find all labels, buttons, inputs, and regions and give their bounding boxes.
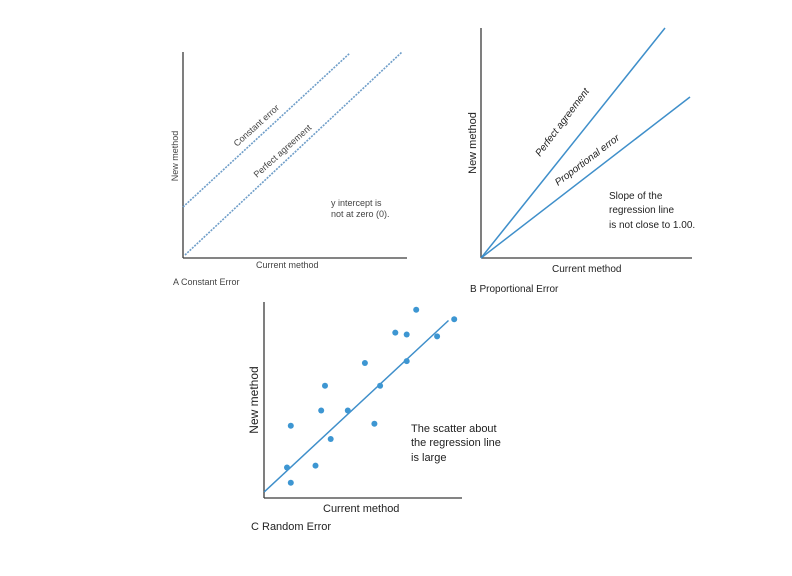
panel-a-perfect-agreement-label: Perfect agreement bbox=[252, 122, 314, 179]
scatter-point-13 bbox=[403, 331, 410, 338]
panel-c-note-line3: is large bbox=[411, 452, 446, 464]
scatter-point-12 bbox=[392, 329, 399, 336]
panel-c-x-axis-label: Current method bbox=[323, 503, 399, 515]
panel-b-x-axis-label: Current method bbox=[552, 264, 621, 275]
panel-b-proportional-error-line bbox=[480, 96, 691, 259]
panel-b: Perfect agreement Proportional error Slo… bbox=[467, 27, 695, 295]
panel-a-caption: A Constant Error bbox=[173, 277, 240, 287]
scatter-point-2 bbox=[287, 479, 294, 486]
panel-a-perfect-agreement-line bbox=[184, 51, 403, 256]
scatter-point-6 bbox=[322, 382, 328, 389]
panel-c-regression-line bbox=[263, 319, 450, 493]
scatter-point-14 bbox=[403, 358, 410, 365]
panel-a-x-axis-label: Current method bbox=[256, 260, 319, 270]
scatter-point-4 bbox=[312, 462, 319, 469]
panel-a-y-axis-label: New method bbox=[170, 131, 180, 182]
panel-a-note-line2: not at zero (0). bbox=[331, 209, 390, 219]
panel-a-constant-error-line bbox=[182, 52, 351, 208]
panel-b-note-line3: is not close to 1.00. bbox=[609, 220, 695, 231]
panel-b-note-line1: Slope of the bbox=[609, 191, 663, 202]
scatter-point-8 bbox=[344, 407, 351, 414]
scatter-point-9 bbox=[361, 360, 368, 366]
scatter-point-5 bbox=[318, 407, 325, 414]
scatter-point-15 bbox=[413, 306, 420, 313]
panel-b-note-line2: regression line bbox=[609, 205, 674, 216]
panel-c-caption: C Random Error bbox=[251, 521, 331, 533]
panel-a-note-line1: y intercept is bbox=[331, 198, 382, 208]
scatter-point-17 bbox=[451, 316, 458, 323]
scatter-point-7 bbox=[327, 436, 334, 442]
panel-c-scatter-points bbox=[284, 306, 458, 486]
panel-b-perfect-agreement-label: Perfect agreement bbox=[534, 86, 593, 159]
panel-a: Constant error Perfect agreement y inter… bbox=[170, 51, 407, 287]
panel-c: The scatter about the regression line is… bbox=[247, 302, 501, 533]
panel-c-note-line2: the regression line bbox=[411, 437, 501, 449]
panel-b-y-axis-label: New method bbox=[467, 112, 479, 174]
panel-a-constant-error-label: Constant error bbox=[232, 103, 281, 149]
scatter-point-16 bbox=[434, 333, 441, 340]
panel-b-perfect-agreement-line bbox=[480, 27, 666, 259]
scatter-point-10 bbox=[371, 420, 378, 427]
panel-c-note-line1: The scatter about bbox=[411, 423, 497, 435]
panel-b-caption: B Proportional Error bbox=[470, 284, 559, 295]
scatter-point-3 bbox=[287, 422, 294, 429]
panel-b-proportional-error-label: Proportional error bbox=[553, 132, 622, 188]
scatter-point-11 bbox=[377, 382, 384, 389]
scatter-point-1 bbox=[284, 464, 290, 471]
panel-c-y-axis-label: New method bbox=[247, 366, 261, 433]
